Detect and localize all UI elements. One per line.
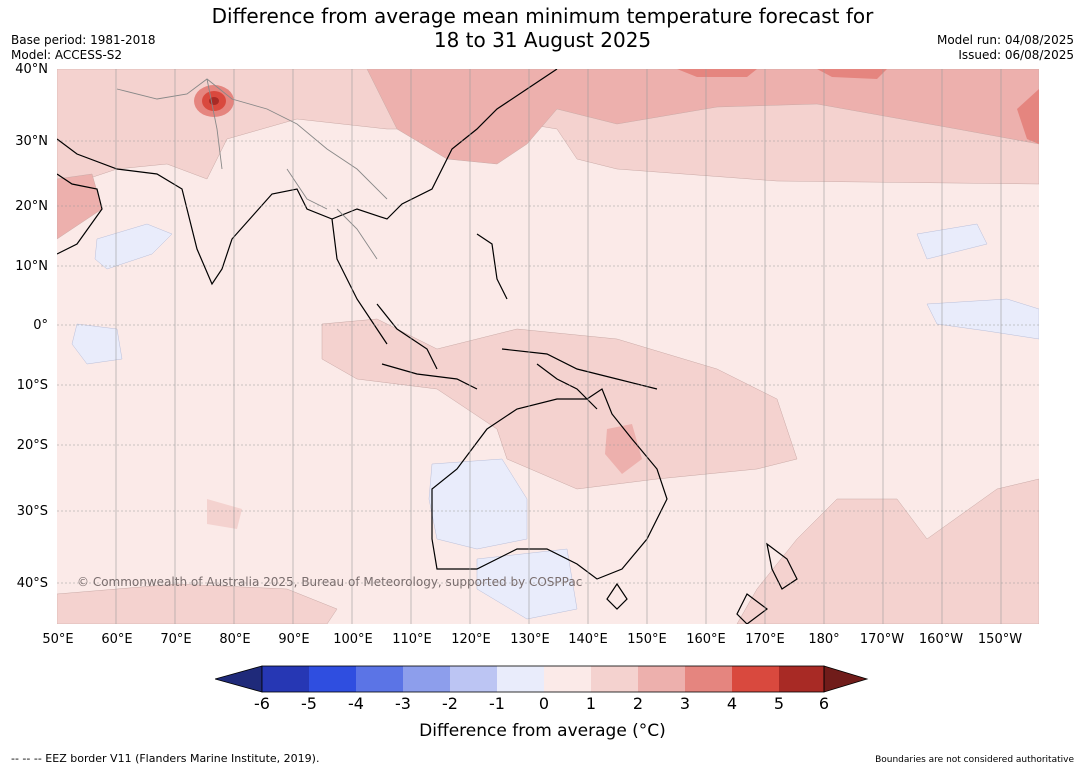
colorbar-bin: [262, 666, 309, 692]
coastlines: [57, 69, 798, 624]
colorbar-max-arrow: [823, 665, 869, 693]
colorbar-min-arrow: [215, 665, 263, 693]
colorbar-tick: -4: [348, 694, 364, 713]
colorbar-bin: [544, 666, 591, 692]
colorbar-bin: [450, 666, 497, 692]
lon-label-180: 180°: [808, 632, 840, 647]
country-borders: [116, 78, 388, 260]
colorbar-bin: [309, 666, 356, 692]
forecast-map: [57, 69, 1039, 624]
lat-label-10n: 10°N: [15, 259, 48, 274]
anomaly-indian-ocean-cool: [71, 323, 123, 365]
anomaly-north-3-4b: [817, 69, 887, 79]
lon-label-160e: 160°E: [686, 632, 726, 647]
colorbar-frame: [261, 665, 825, 693]
colorbar-bin: [356, 666, 403, 692]
colorbar-bin: [779, 666, 824, 692]
lon-label-140e: 140°E: [568, 632, 608, 647]
colorbar-bin: [732, 666, 779, 692]
colorbar-tick: 1: [585, 694, 597, 713]
colorbar-tick: -3: [395, 694, 411, 713]
lon-label-150e: 150°E: [627, 632, 667, 647]
anomaly-arabian-sea-cool: [94, 223, 173, 270]
colorbar-tick: 0: [538, 694, 550, 713]
lon-label-50e: 50°E: [42, 632, 74, 647]
meta-right: Model run: 04/08/2025 Issued: 06/08/2025: [937, 33, 1074, 63]
lon-label-100e: 100°E: [333, 632, 373, 647]
anomaly-pacific-cool: [926, 298, 1039, 340]
colorbar-bin: [403, 666, 450, 692]
colorbar-tick: 4: [726, 694, 738, 713]
base-period: Base period: 1981-2018: [11, 33, 156, 47]
lat-label-30s: 30°S: [16, 504, 48, 519]
lon-label-70e: 70°E: [160, 632, 192, 647]
graticule: [57, 69, 1039, 624]
anomaly-tasman-1-2: [736, 478, 1039, 624]
colorbar: [215, 665, 869, 693]
colorbar-tick: -6: [254, 694, 270, 713]
lat-label-40s: 40°S: [16, 576, 48, 591]
anomaly-tropics-1-2: [321, 318, 798, 490]
colorbar-bin: [638, 666, 685, 692]
title-line-2: 18 to 31 August 2025: [433, 28, 652, 52]
lon-label-90e: 90°E: [278, 632, 310, 647]
map-title: Difference from average mean minimum tem…: [0, 4, 1085, 52]
model-name: Model: ACCESS-S2: [11, 48, 123, 62]
anomaly-north-3-4c: [1017, 89, 1039, 144]
lon-label-130e: 130°E: [510, 632, 550, 647]
colorbar-tick: 5: [773, 694, 785, 713]
lon-label-160w: 160°W: [918, 632, 964, 647]
lat-label-20s: 20°S: [16, 438, 48, 453]
lat-label-10s: 10°S: [16, 378, 48, 393]
model-run: Model run: 04/08/2025: [936, 33, 1074, 47]
lon-label-60e: 60°E: [101, 632, 133, 647]
anomaly-wa-cool: [428, 458, 528, 550]
colorbar-bin: [591, 666, 638, 692]
eez-footnote: -- -- -- EEZ border V11 (Flanders Marine…: [11, 752, 320, 765]
colorbar-tick: -1: [489, 694, 505, 713]
title-line-1: Difference from average mean minimum tem…: [211, 4, 874, 28]
boundaries-disclaimer: Boundaries are not considered authoritat…: [875, 755, 1074, 765]
lon-label-170e: 170°E: [745, 632, 785, 647]
lon-label-80e: 80°E: [219, 632, 251, 647]
anomaly-qld-2-3: [605, 424, 642, 474]
colorbar-tick: 6: [818, 694, 830, 713]
meta-left: Base period: 1981-2018 Model: ACCESS-S2: [11, 33, 156, 63]
colorbar-tick: 3: [679, 694, 691, 713]
anomaly-north-3-4: [677, 69, 757, 77]
anomaly-north-pacific-cool: [916, 223, 988, 260]
lat-label-0: 0°: [33, 318, 48, 333]
colorbar-bin: [497, 666, 544, 692]
lon-label-110e: 110°E: [392, 632, 432, 647]
anomaly-indian-spot: [207, 499, 242, 529]
lon-label-170w: 170°W: [859, 632, 905, 647]
anomaly-south-indian-1-2: [57, 583, 338, 624]
colorbar-bin: [685, 666, 732, 692]
colorbar-tick: -5: [301, 694, 317, 713]
colorbar-tick: -2: [442, 694, 458, 713]
copyright-watermark: © Commonwealth of Australia 2025, Bureau…: [77, 575, 583, 589]
lon-label-150w: 150°W: [977, 632, 1023, 647]
lat-label-20n: 20°N: [15, 199, 48, 214]
anomaly-bight-cool: [476, 548, 578, 620]
lon-label-120e: 120°E: [451, 632, 491, 647]
colorbar-tick: 2: [632, 694, 644, 713]
lat-label-40n: 40°N: [15, 62, 48, 77]
colorbar-label: Difference from average (°C): [419, 721, 666, 741]
lat-label-30n: 30°N: [15, 134, 48, 149]
issued-date: Issued: 06/08/2025: [958, 48, 1074, 62]
